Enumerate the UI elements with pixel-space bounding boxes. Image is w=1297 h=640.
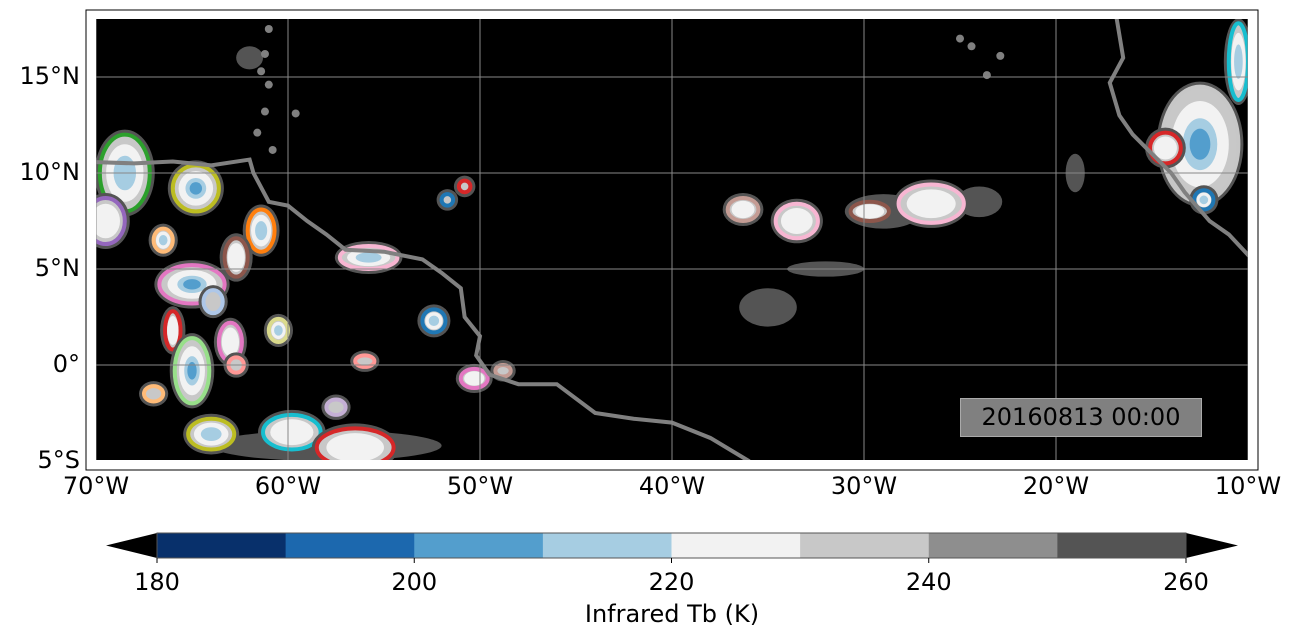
colorbar-tick-label: 180 bbox=[134, 568, 180, 596]
cloud-core bbox=[200, 427, 222, 442]
cloud-core bbox=[906, 189, 956, 219]
cloud-core bbox=[187, 361, 197, 380]
colorbar-tick-label: 260 bbox=[1163, 568, 1209, 596]
warm-cloud-patch bbox=[236, 46, 264, 70]
lon-tick-label: 10°W bbox=[1214, 472, 1282, 500]
colorbar-bin bbox=[285, 533, 415, 558]
cloud-system bbox=[456, 178, 473, 195]
cloud-core bbox=[464, 371, 485, 386]
warm-cloud-patch bbox=[739, 288, 797, 327]
lon-tick-label: 50°W bbox=[446, 472, 514, 500]
cloud-core bbox=[731, 200, 755, 219]
colorbar-label: Infrared Tb (K) bbox=[584, 600, 760, 628]
cloud-core bbox=[855, 204, 885, 219]
cloud-core bbox=[1153, 136, 1177, 160]
colorbar-bin bbox=[800, 533, 930, 558]
cloud-system bbox=[353, 353, 377, 369]
lat-tick-label: 5°N bbox=[34, 254, 80, 282]
lon-tick-label: 20°W bbox=[1022, 472, 1090, 500]
lat-tick-label: 15°N bbox=[19, 62, 81, 90]
colorbar-bin bbox=[928, 533, 1058, 558]
cloud-core bbox=[167, 316, 179, 345]
lon-tick-label: 70°W bbox=[62, 472, 130, 500]
colorbar-extend-low bbox=[106, 533, 157, 558]
island bbox=[257, 67, 266, 76]
island bbox=[268, 145, 277, 154]
cloud-core bbox=[1189, 128, 1211, 160]
colorbar-tick-label: 200 bbox=[391, 568, 438, 596]
cloud-core bbox=[255, 221, 268, 241]
colorbar-tick-label: 240 bbox=[905, 568, 952, 596]
cloud-system bbox=[324, 397, 348, 417]
cloud-core bbox=[1199, 195, 1209, 205]
cloud-core bbox=[270, 419, 314, 446]
lat-tick-label: 5°S bbox=[37, 446, 80, 474]
cloud-core bbox=[355, 252, 382, 263]
coastline bbox=[96, 157, 751, 460]
coastline bbox=[1107, 19, 1248, 258]
island bbox=[253, 128, 262, 137]
cloud-core bbox=[274, 325, 283, 336]
cloud-core bbox=[183, 279, 201, 290]
island bbox=[260, 49, 269, 58]
lon-tick-label: 40°W bbox=[638, 472, 706, 500]
lon-tick-label: 30°W bbox=[830, 472, 898, 500]
cloud-core bbox=[96, 203, 120, 239]
colorbar-extend-high bbox=[1186, 533, 1238, 558]
lat-tick-label: 10°N bbox=[19, 158, 81, 186]
colorbar-bin bbox=[414, 533, 544, 558]
island bbox=[264, 25, 273, 33]
island bbox=[996, 51, 1005, 60]
lon-tick-label: 60°W bbox=[254, 472, 322, 500]
timestamp-label: 20160813 00:00 bbox=[960, 398, 1202, 437]
colorbar-bin bbox=[542, 533, 672, 558]
colorbar-bin bbox=[1057, 533, 1187, 558]
cloud-core bbox=[1234, 44, 1243, 79]
cloud-system bbox=[142, 384, 166, 404]
cloud-core bbox=[227, 243, 245, 272]
island bbox=[291, 109, 300, 118]
cloud-core bbox=[780, 208, 813, 234]
cloud-core bbox=[221, 327, 240, 357]
island bbox=[967, 42, 976, 51]
lat-tick-label: 0° bbox=[52, 350, 80, 378]
cloud-core bbox=[326, 433, 384, 460]
island bbox=[260, 107, 269, 116]
cloud-system bbox=[439, 192, 456, 208]
colorbar-tick-label: 220 bbox=[648, 568, 695, 596]
island bbox=[264, 80, 273, 89]
cloud-system bbox=[201, 288, 225, 316]
cloud-core bbox=[158, 235, 168, 246]
ir-map bbox=[85, 9, 1259, 471]
colorbar-bin bbox=[671, 533, 801, 558]
cloud-core bbox=[189, 182, 203, 195]
island bbox=[956, 34, 964, 43]
cloud-core bbox=[428, 315, 440, 327]
colorbar-bin bbox=[157, 533, 287, 558]
